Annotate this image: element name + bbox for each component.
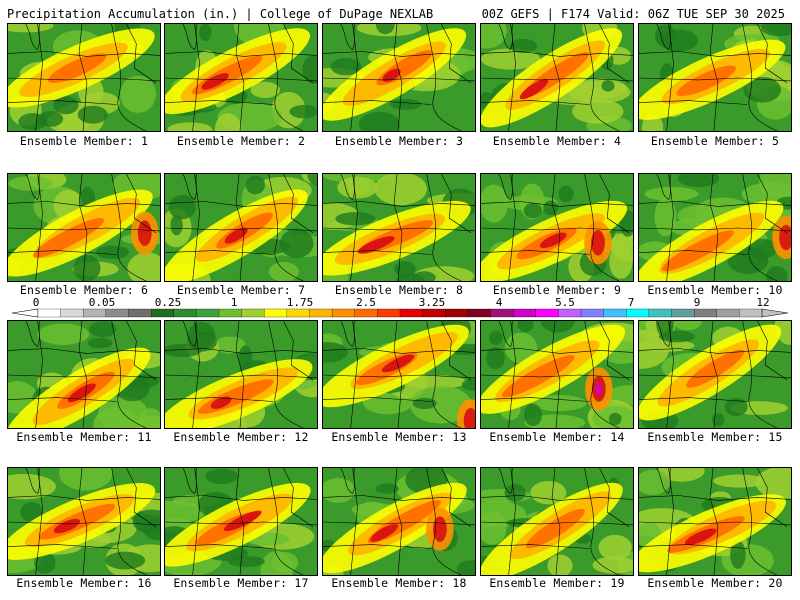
ensemble-member-label: Ensemble Member: 19 [489, 576, 625, 590]
ensemble-member-label: Ensemble Member: 2 [176, 134, 306, 148]
ensemble-member-map [7, 320, 161, 429]
ensemble-member-map [480, 467, 634, 576]
ensemble-member-map [638, 467, 792, 576]
scale-tick-label: 0 [33, 296, 40, 309]
model-run-info: 00Z GEFS | F174 Valid: 06Z TUE SEP 30 20… [481, 7, 785, 21]
ensemble-member-map [480, 173, 634, 282]
ensemble-member-map [7, 467, 161, 576]
ensemble-member-map [7, 173, 161, 282]
scale-tick-label: 7 [628, 296, 635, 309]
scale-color-swatch [490, 308, 514, 318]
scale-color-swatch [105, 308, 129, 318]
ensemble-member-label: Ensemble Member: 8 [334, 283, 464, 297]
ensemble-member-label: Ensemble Member: 18 [331, 576, 467, 590]
scale-arrow-left [11, 308, 39, 318]
ensemble-member-map [322, 23, 476, 132]
ensemble-member-label: Ensemble Member: 13 [331, 430, 467, 444]
scale-tick-label: 1 [231, 296, 238, 309]
ensemble-member-label: Ensemble Member: 20 [647, 576, 783, 590]
ensemble-member-map [322, 173, 476, 282]
ensemble-member-label: Ensemble Member: 9 [492, 283, 622, 297]
scale-arrow-right [761, 308, 789, 318]
ensemble-member-label: Ensemble Member: 11 [16, 430, 152, 444]
ensemble-member-label: Ensemble Member: 6 [19, 283, 149, 297]
scale-tick-label: 0.05 [89, 296, 116, 309]
scale-color-swatch [467, 308, 491, 318]
ensemble-member-label: Ensemble Member: 5 [650, 134, 780, 148]
ensemble-member-map [164, 320, 318, 429]
ensemble-member-label: Ensemble Member: 14 [489, 430, 625, 444]
ensemble-member-label: Ensemble Member: 1 [19, 134, 149, 148]
scale-color-swatch [264, 308, 288, 318]
scale-color-swatch [445, 308, 469, 318]
ensemble-member-label: Ensemble Member: 7 [176, 283, 306, 297]
scale-tick-label: 5.5 [555, 296, 575, 309]
ensemble-member-map [480, 23, 634, 132]
scale-color-swatch [671, 308, 695, 318]
ensemble-member-map [322, 467, 476, 576]
scale-color-swatch [626, 308, 650, 318]
ensemble-member-map [7, 23, 161, 132]
ensemble-member-map [164, 467, 318, 576]
scale-color-swatch [512, 308, 537, 318]
ensemble-member-map [480, 320, 634, 429]
scale-color-swatch [535, 308, 559, 318]
scale-tick-label: 0.25 [155, 296, 182, 309]
scale-color-swatch [37, 308, 62, 318]
scale-color-swatch [286, 308, 310, 318]
ensemble-member-label: Ensemble Member: 4 [492, 134, 622, 148]
ensemble-member-map [164, 173, 318, 282]
ensemble-member-map [164, 23, 318, 132]
scale-color-swatch [648, 308, 672, 318]
scale-color-swatch [558, 308, 582, 318]
ensemble-member-map [322, 320, 476, 429]
scale-color-swatch [196, 308, 220, 318]
scale-tick-label: 4 [496, 296, 503, 309]
scale-tick-label: 3.25 [419, 296, 446, 309]
scale-color-swatch [716, 308, 740, 318]
ensemble-member-label: Ensemble Member: 12 [173, 430, 309, 444]
ensemble-member-map [638, 320, 792, 429]
scale-color-swatch [399, 308, 424, 318]
scale-tick-label: 12 [756, 296, 769, 309]
scale-color-swatch [580, 308, 605, 318]
scale-color-swatch [377, 308, 401, 318]
scale-color-swatch [603, 308, 627, 318]
color-scale-bar: 0 0.05 0.25 1 1.75 2.5 3.25 4 5.5 7 9 12 [0, 296, 800, 320]
scale-color-swatch [693, 308, 718, 318]
scale-color-swatch [128, 308, 152, 318]
scale-color-swatch [422, 308, 446, 318]
ensemble-member-label: Ensemble Member: 16 [16, 576, 152, 590]
scale-color-swatch [173, 308, 197, 318]
scale-color-swatch [241, 308, 265, 318]
scale-color-swatch [309, 308, 333, 318]
scale-color-swatch [218, 308, 243, 318]
scale-color-swatch [60, 308, 84, 318]
ensemble-member-map [638, 23, 792, 132]
scale-tick-label: 2.5 [356, 296, 376, 309]
ensemble-member-map [638, 173, 792, 282]
ensemble-member-label: Ensemble Member: 3 [334, 134, 464, 148]
scale-color-swatch [739, 308, 763, 318]
ensemble-member-label: Ensemble Member: 15 [647, 430, 783, 444]
scale-color-swatch [150, 308, 175, 318]
scale-tick-label: 9 [694, 296, 701, 309]
scale-color-swatch [354, 308, 378, 318]
ensemble-member-label: Ensemble Member: 17 [173, 576, 309, 590]
ensemble-member-label: Ensemble Member: 10 [647, 283, 783, 297]
map-title: Precipitation Accumulation (in.) | Colle… [7, 7, 434, 21]
scale-color-swatch [83, 308, 107, 318]
scale-tick-label: 1.75 [287, 296, 314, 309]
scale-color-swatch [331, 308, 356, 318]
